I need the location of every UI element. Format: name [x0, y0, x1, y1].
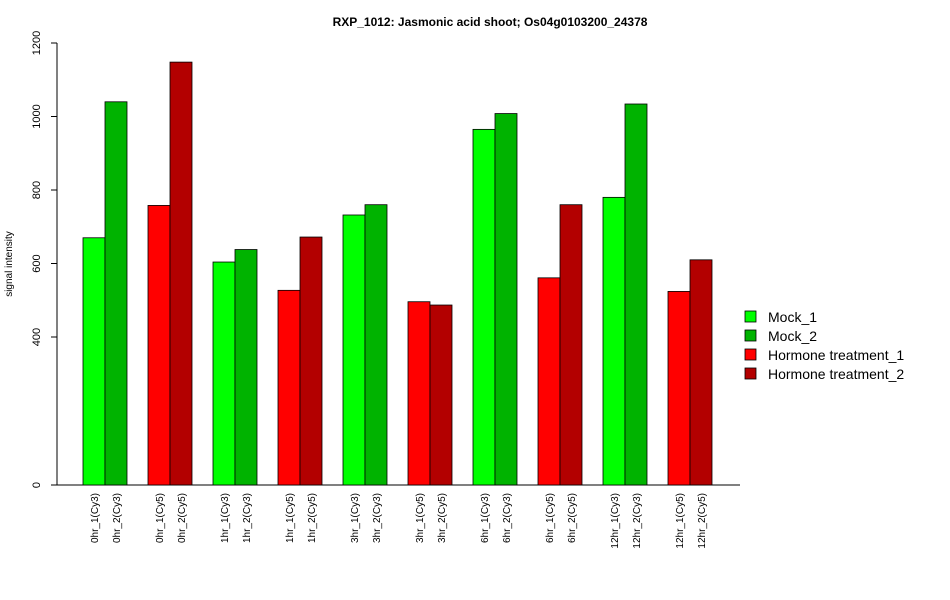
bar [277, 289, 301, 486]
chart-title: RXP_1012: Jasmonic acid shoot; Os04g0103… [333, 15, 648, 29]
x-tick-label: 12hr_1(Cy3) [610, 493, 621, 549]
bar [212, 261, 236, 486]
x-tick-label: 3hr_1(Cy5) [415, 493, 426, 543]
x-tick-label: 6hr_2(Cy3) [502, 493, 513, 543]
y-tick-label: 0 [31, 482, 43, 488]
x-tick-label: 3hr_2(Cy3) [372, 493, 383, 543]
bar [299, 236, 323, 486]
y-tick-label: 400 [31, 328, 43, 346]
x-tick-label: 12hr_2(Cy5) [697, 493, 708, 549]
x-tick-label: 3hr_2(Cy5) [437, 493, 448, 543]
x-tick-label: 6hr_1(Cy5) [545, 493, 556, 543]
y-tick-label: 1000 [31, 104, 43, 128]
x-tick-label: 12hr_1(Cy5) [675, 493, 686, 549]
y-tick-label: 600 [31, 254, 43, 272]
bar [689, 259, 713, 486]
x-tick-label: 6hr_1(Cy3) [480, 493, 491, 543]
bar [147, 205, 171, 486]
x-tick-label: 3hr_1(Cy3) [350, 493, 361, 543]
category-labels: 0hr_1(Cy3) 0hr_2(Cy3) 0hr_1(Cy5) 0hr_2(Cy5)… [90, 493, 708, 549]
x-tick-label: 1hr_2(Cy5) [307, 493, 318, 543]
x-tick-label: 12hr_2(Cy3) [632, 493, 643, 549]
bar [667, 291, 691, 486]
y-tick-label: 1200 [31, 31, 43, 55]
bar [602, 196, 626, 486]
bar [537, 277, 561, 486]
y-axis-label: signal intensity [4, 231, 15, 297]
x-tick-label: 1hr_2(Cy3) [242, 493, 253, 543]
legend: Mock_1 Mock_2 Hormone treatment_1 Hormone t… [744, 309, 904, 382]
bar [169, 61, 193, 486]
bar [472, 128, 496, 486]
legend-swatch [744, 367, 757, 380]
y-tick-label: 800 [31, 181, 43, 199]
x-tick-label: 0hr_2(Cy5) [177, 493, 188, 543]
y-axis: 0 400 600 800 1000 1200 [31, 31, 58, 488]
bar [82, 237, 106, 486]
bar [494, 113, 518, 486]
bar [104, 101, 128, 486]
bar [364, 204, 388, 486]
bar [234, 249, 258, 486]
legend-label: Hormone treatment_1 [768, 347, 904, 363]
bar [342, 214, 366, 486]
x-tick-label: 0hr_1(Cy3) [90, 493, 101, 543]
bar [407, 301, 431, 486]
legend-label: Mock_1 [768, 309, 817, 325]
x-tick-label: 0hr_1(Cy5) [155, 493, 166, 543]
x-tick-label: 1hr_1(Cy5) [285, 493, 296, 543]
legend-swatch [744, 310, 757, 323]
x-tick-label: 1hr_1(Cy3) [220, 493, 231, 543]
bar [429, 304, 453, 486]
legend-swatch [744, 329, 757, 342]
bar [559, 204, 583, 486]
legend-swatch [744, 348, 757, 361]
legend-label: Hormone treatment_2 [768, 366, 904, 382]
bar [624, 103, 648, 486]
x-tick-label: 6hr_2(Cy5) [567, 493, 578, 543]
bars [82, 61, 713, 486]
legend-label: Mock_2 [768, 328, 817, 344]
x-tick-label: 0hr_2(Cy3) [112, 493, 123, 543]
